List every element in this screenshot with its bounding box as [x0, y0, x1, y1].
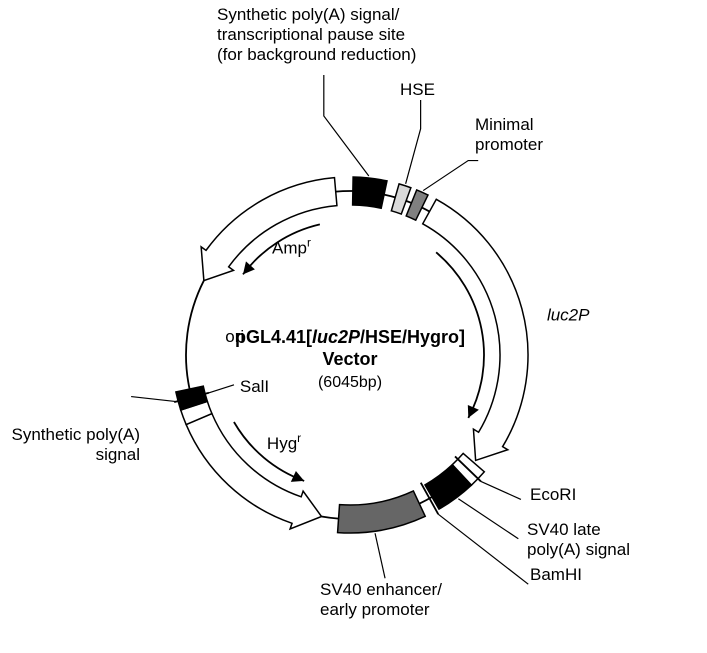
leader-min-prom [423, 161, 478, 191]
label-sv40-late-l2: poly(A) signal [527, 540, 630, 559]
label-luc2p: luc2P [547, 305, 590, 324]
hygr-segment [186, 414, 321, 529]
leader-hse [406, 100, 421, 184]
label-min-prom-l2: promoter [475, 135, 543, 154]
label-ampr: Ampr [272, 236, 311, 258]
label-hygr: Hygr [267, 431, 301, 453]
label-sali: SalI [240, 377, 269, 396]
label-syn-polyA-l2: signal [96, 445, 140, 464]
label-sv40-late-l1: SV40 late [527, 520, 601, 539]
leader-bamhi [438, 514, 528, 584]
minimal-promoter-segment [406, 190, 428, 220]
label-bamhi: BamHI [530, 565, 582, 584]
label-min-prom-l1: Minimal [475, 115, 534, 134]
labels: Synthetic poly(A) signal/transcriptional… [12, 5, 631, 619]
leader-polyA-pause [324, 75, 369, 176]
leader-syn-polyA [131, 397, 176, 402]
title-line3: (6045bp) [318, 374, 382, 391]
label-polyA-pause-l3: (for background reduction) [217, 45, 416, 64]
label-sv40-enh-l1: SV40 enhancer/ [320, 580, 442, 599]
label-polyA-pause-l1: Synthetic poly(A) signal/ [217, 5, 400, 24]
title-line2: Vector [322, 349, 377, 369]
leader-sv40-late [458, 499, 518, 539]
center-title: pGL4.41[luc2P/HSE/Hygro]Vector (6045bp) [235, 327, 465, 391]
plasmid-map: Synthetic poly(A) signal/transcriptional… [0, 0, 707, 653]
sv40-enhancer-segment [338, 491, 426, 533]
polyA-pause-segment [353, 177, 387, 208]
label-syn-polyA-l1: Synthetic poly(A) [12, 425, 141, 444]
label-sv40-enh-l2: early promoter [320, 600, 430, 619]
leader-sv40-enh [375, 533, 385, 578]
label-polyA-pause-l2: transcriptional pause site [217, 25, 405, 44]
label-hse: HSE [400, 80, 435, 99]
label-ecori: EcoRI [530, 485, 576, 504]
ampr-segment [201, 178, 337, 281]
hse-segment [391, 184, 411, 214]
title-line1: pGL4.41[luc2P/HSE/Hygro] [235, 327, 465, 347]
leader-sali [209, 385, 234, 393]
leader-ecori [481, 481, 521, 499]
